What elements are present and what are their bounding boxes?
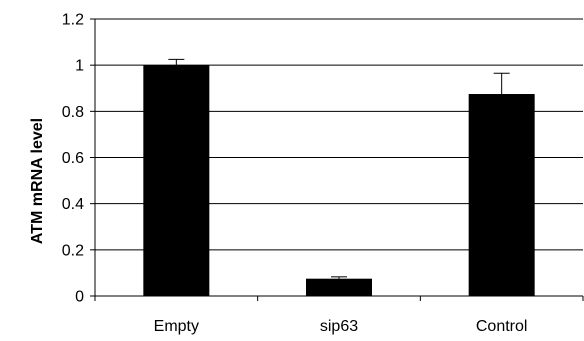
- y-tick-label: 1: [75, 58, 84, 75]
- bar-sip63: [306, 278, 372, 296]
- y-tick-label: 1.2: [62, 12, 84, 29]
- x-category-label: Control: [476, 318, 528, 335]
- x-category-labels: Empty sip63 Control: [154, 318, 528, 335]
- error-bars: [168, 58, 510, 279]
- y-tick-label: 0.6: [62, 150, 84, 167]
- bar-empty: [143, 65, 210, 297]
- axes: [90, 18, 584, 301]
- y-tick-label: 0.8: [62, 104, 84, 121]
- y-tick-label: 0.4: [62, 196, 84, 213]
- bar-control: [468, 94, 535, 296]
- bars: [143, 65, 535, 297]
- y-tick-label: 0.2: [62, 242, 84, 259]
- x-category-label: sip63: [320, 318, 358, 335]
- y-axis-title: ATM mRNA level: [29, 118, 46, 244]
- y-tick-label: 0: [75, 289, 84, 306]
- y-tick-labels: 0 0.2 0.4 0.6 0.8 1 1.2: [62, 12, 84, 306]
- x-category-label: Empty: [154, 318, 199, 335]
